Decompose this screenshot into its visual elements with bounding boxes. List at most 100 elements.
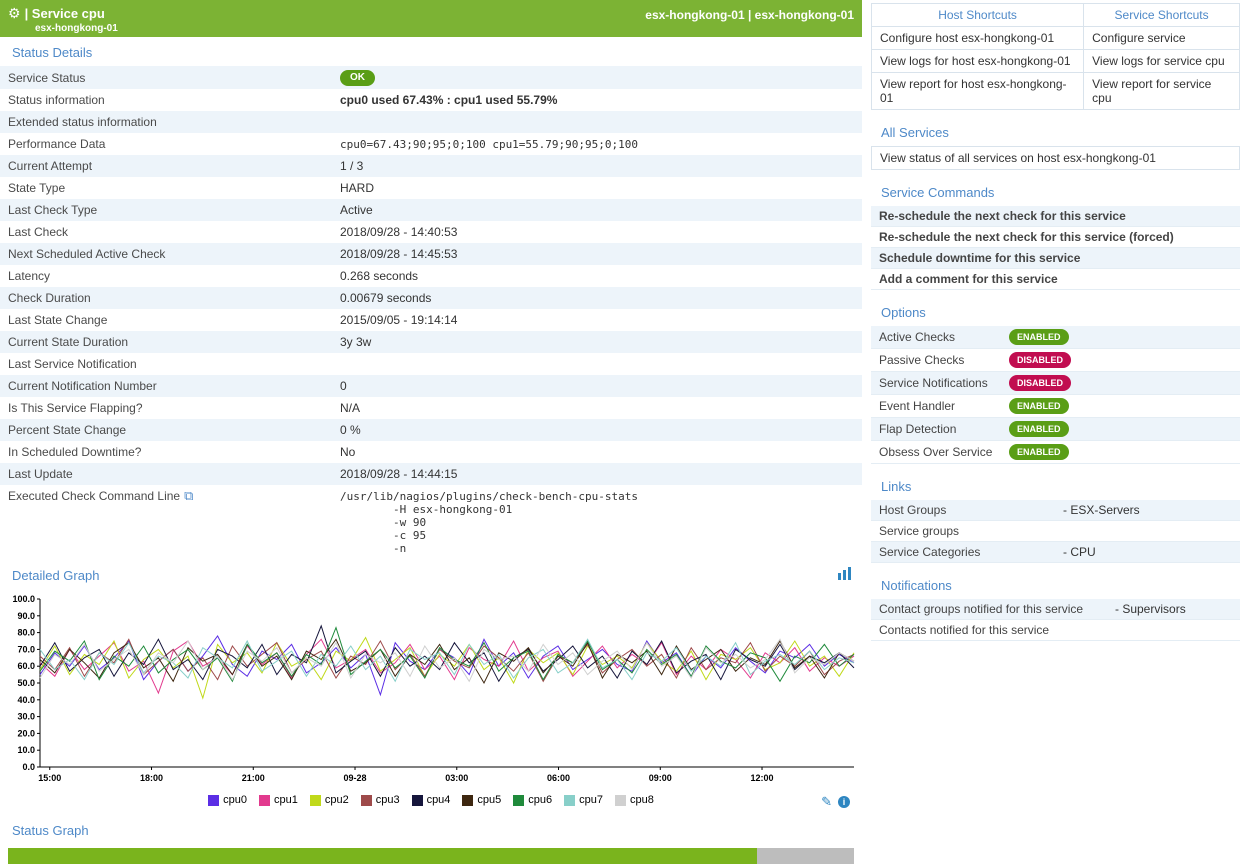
passive-checks-badge: DISABLED: [1009, 352, 1072, 368]
legend-item[interactable]: cpu3: [360, 794, 400, 806]
row-value: N/A: [340, 401, 361, 415]
legend-item[interactable]: cpu6: [513, 794, 552, 806]
edit-graph-icon[interactable]: ✎: [821, 794, 832, 809]
row-value: OK: [332, 66, 862, 89]
row-label: Last Service Notification: [8, 357, 137, 371]
row-label: Status information: [8, 93, 105, 107]
view-all-services-link[interactable]: View status of all services on host esx-…: [871, 146, 1240, 170]
legend-item[interactable]: cpu2: [309, 794, 349, 806]
row-label: Next Scheduled Active Check: [8, 247, 166, 261]
table-row: In Scheduled Downtime? No: [0, 441, 862, 463]
row-label: State Type: [8, 181, 66, 195]
service-commands-heading: Service Commands: [881, 185, 995, 200]
header-host-label: esx-hongkong-01 | esx-hongkong-01: [645, 8, 854, 22]
host-subtitle: esx-hongkong-01: [35, 23, 118, 34]
row-value: cpu0=67.43;90;95;0;100 cpu1=55.79;90;95;…: [340, 137, 639, 151]
bar-chart-icon[interactable]: [838, 566, 852, 583]
legend-item[interactable]: cpu4: [411, 794, 450, 806]
host-shortcuts-header: Host Shortcuts: [871, 3, 1085, 27]
service-header-bar: ⚙ | Service cpu esx-hongkong-01 esx-hongk…: [0, 0, 862, 37]
links-heading: Links: [881, 479, 912, 494]
table-row: View status of all services on host esx-…: [871, 146, 1240, 170]
table-row: Last Service Notification: [0, 353, 862, 375]
legend-item[interactable]: cpu1: [258, 794, 298, 806]
table-row: Last Check Type Active: [0, 199, 862, 221]
legend-item[interactable]: cpu0: [208, 794, 247, 806]
row-label: Performance Data: [8, 137, 106, 151]
option-label: Service Notifications: [879, 376, 988, 390]
legend-item[interactable]: cpu5: [462, 794, 501, 806]
service-notifications-badge: DISABLED: [1009, 375, 1072, 391]
gear-icon[interactable]: ⚙: [8, 5, 21, 21]
table-row: Configure host esx-hongkong-01 Configure…: [871, 26, 1240, 50]
row-value: Active: [340, 203, 373, 217]
row-value: 0.00679 seconds: [340, 291, 432, 305]
option-row: Passive Checks DISABLED: [871, 349, 1240, 372]
legend-item[interactable]: cpu7: [564, 794, 603, 806]
legend-item[interactable]: cpu8: [615, 794, 654, 806]
option-row: Obsess Over Service ENABLED: [871, 441, 1240, 464]
info-icon[interactable]: i: [838, 796, 850, 808]
host-groups-value[interactable]: - ESX-Servers: [1063, 503, 1140, 517]
status-timeline-bar: [8, 847, 854, 864]
row-label: Latency: [8, 269, 51, 283]
view-service-logs-link[interactable]: View logs for service cpu: [1083, 49, 1240, 73]
row-value: 1 / 3: [340, 159, 364, 173]
option-row: Event Handler ENABLED: [871, 395, 1240, 418]
add-comment-link[interactable]: Add a comment for this service: [871, 269, 1240, 290]
row-value: No: [340, 445, 356, 459]
row-label: Is This Service Flapping?: [8, 401, 143, 415]
reschedule-check-forced-link[interactable]: Re-schedule the next check for this serv…: [871, 227, 1240, 248]
svg-text:60.0: 60.0: [17, 661, 35, 671]
detailed-graph: 100.0 90.0 80.0 70.0 60.0 50.0 40.0 30.0 20.0 10.…: [0, 589, 862, 815]
svg-text:40.0: 40.0: [17, 695, 35, 705]
link-row: Service groups: [871, 521, 1240, 542]
view-service-report-link[interactable]: View report for service cpu: [1083, 72, 1240, 110]
table-row: Host Shortcuts Service Shortcuts: [871, 3, 1240, 27]
svg-text:0.0: 0.0: [22, 762, 35, 772]
configure-service-link[interactable]: Configure service: [1083, 26, 1240, 50]
link-label: Service groups: [879, 524, 960, 538]
row-label: Last State Change: [8, 313, 108, 327]
event-handler-badge: ENABLED: [1009, 398, 1069, 414]
status-graph-heading: Status Graph: [12, 822, 89, 838]
svg-text:06:00: 06:00: [547, 773, 570, 783]
command-expand-icon[interactable]: ⧉: [184, 488, 194, 503]
status-bar-segment-ok: [8, 847, 757, 864]
view-host-report-link[interactable]: View report for host esx-hongkong-01: [871, 72, 1085, 110]
legend-label: cpu1: [273, 794, 298, 806]
row-value: 2018/09/28 - 14:40:53: [340, 225, 458, 239]
shortcuts-table: Host Shortcuts Service Shortcuts Configu…: [871, 3, 1240, 110]
schedule-downtime-link[interactable]: Schedule downtime for this service: [871, 248, 1240, 269]
reschedule-check-link[interactable]: Re-schedule the next check for this serv…: [871, 206, 1240, 227]
service-categories-value[interactable]: - CPU: [1063, 545, 1096, 559]
options-list: Active Checks ENABLED Passive Checks DIS…: [871, 326, 1240, 464]
row-label-text: Executed Check Command Line: [8, 489, 181, 503]
configure-host-link[interactable]: Configure host esx-hongkong-01: [871, 26, 1085, 50]
legend-swatch-icon: [615, 794, 626, 806]
row-value: [332, 119, 862, 125]
table-row: Status information cpu0 used 67.43% : cp…: [0, 89, 862, 111]
row-value: 0 %: [340, 423, 361, 437]
row-value: 2015/09/05 - 19:14:14: [340, 313, 458, 327]
notifications-list: Contact groups notified for this service…: [871, 599, 1240, 641]
row-label: Last Update: [8, 467, 73, 481]
option-label: Event Handler: [879, 399, 956, 413]
legend-swatch-icon: [258, 794, 270, 806]
links-list: Host Groups - ESX-Servers Service groups…: [871, 500, 1240, 563]
flap-detection-badge: ENABLED: [1009, 421, 1069, 437]
table-row: Performance Data cpu0=67.43;90;95;0;100 …: [0, 133, 862, 155]
row-value: [332, 361, 862, 367]
all-services-table: View status of all services on host esx-…: [871, 146, 1240, 170]
contact-groups-value[interactable]: - Supervisors: [1115, 602, 1186, 616]
notification-label: Contact groups notified for this service: [879, 602, 1084, 616]
row-label: Extended status information: [8, 115, 157, 129]
column-gutter: [862, 0, 871, 867]
legend-label: cpu5: [477, 794, 502, 806]
option-label: Flap Detection: [879, 422, 957, 436]
svg-text:50.0: 50.0: [17, 678, 35, 688]
view-host-logs-link[interactable]: View logs for host esx-hongkong-01: [871, 49, 1085, 73]
svg-text:10.0: 10.0: [17, 745, 35, 755]
table-row: Executed Check Command Line ⧉ /usr/lib/na…: [0, 485, 862, 560]
